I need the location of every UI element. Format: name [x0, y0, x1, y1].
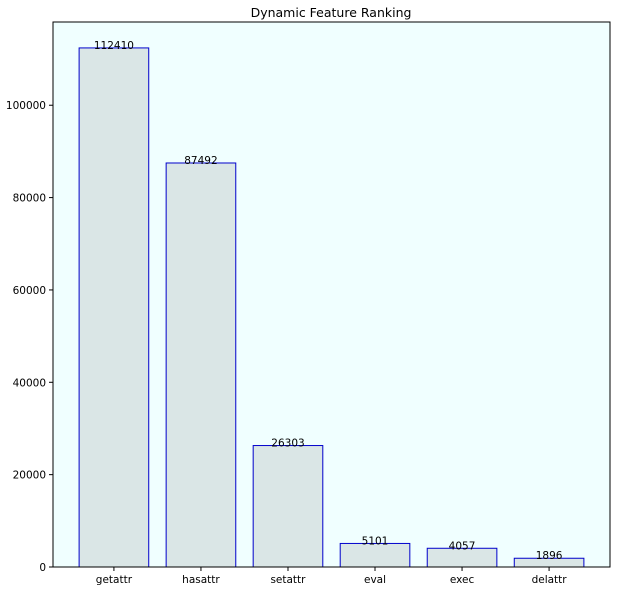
plot-frame [52, 21, 611, 568]
y-axis: 0 20000 40000 60000 80000 100000 [6, 100, 53, 574]
chart-title: Dynamic Feature Ranking [251, 5, 412, 20]
x-tick-label: eval [364, 574, 386, 586]
bar-value-label: 5101 [362, 535, 389, 547]
x-tick-label: setattr [270, 574, 306, 586]
bars-group [78, 47, 585, 568]
y-tick-label: 60000 [13, 285, 46, 297]
y-tick-label: 80000 [13, 193, 46, 205]
x-tick-label: exec [450, 574, 475, 586]
x-tick-label: hasattr [182, 574, 220, 586]
bar-value-label: 112410 [94, 40, 134, 52]
bar-setattr [252, 445, 324, 568]
bar-value-label: 1896 [536, 550, 563, 562]
y-tick-label: 40000 [13, 377, 46, 389]
x-axis: getattr hasattr setattr eval exec delattr [96, 567, 567, 586]
bar-value-label: 26303 [271, 438, 304, 450]
y-tick-label: 20000 [13, 470, 46, 482]
x-tick-label: delattr [532, 574, 568, 586]
bar-labels-group: 112410 87492 26303 5101 4057 1896 [94, 40, 563, 562]
bar-hasattr [165, 162, 237, 568]
bar-value-label: 87492 [184, 155, 217, 167]
y-tick-label: 100000 [6, 100, 46, 112]
bar-getattr [78, 47, 150, 568]
bar-value-label: 4057 [449, 540, 476, 552]
x-tick-label: getattr [96, 574, 133, 586]
y-tick-label: 0 [39, 562, 46, 574]
